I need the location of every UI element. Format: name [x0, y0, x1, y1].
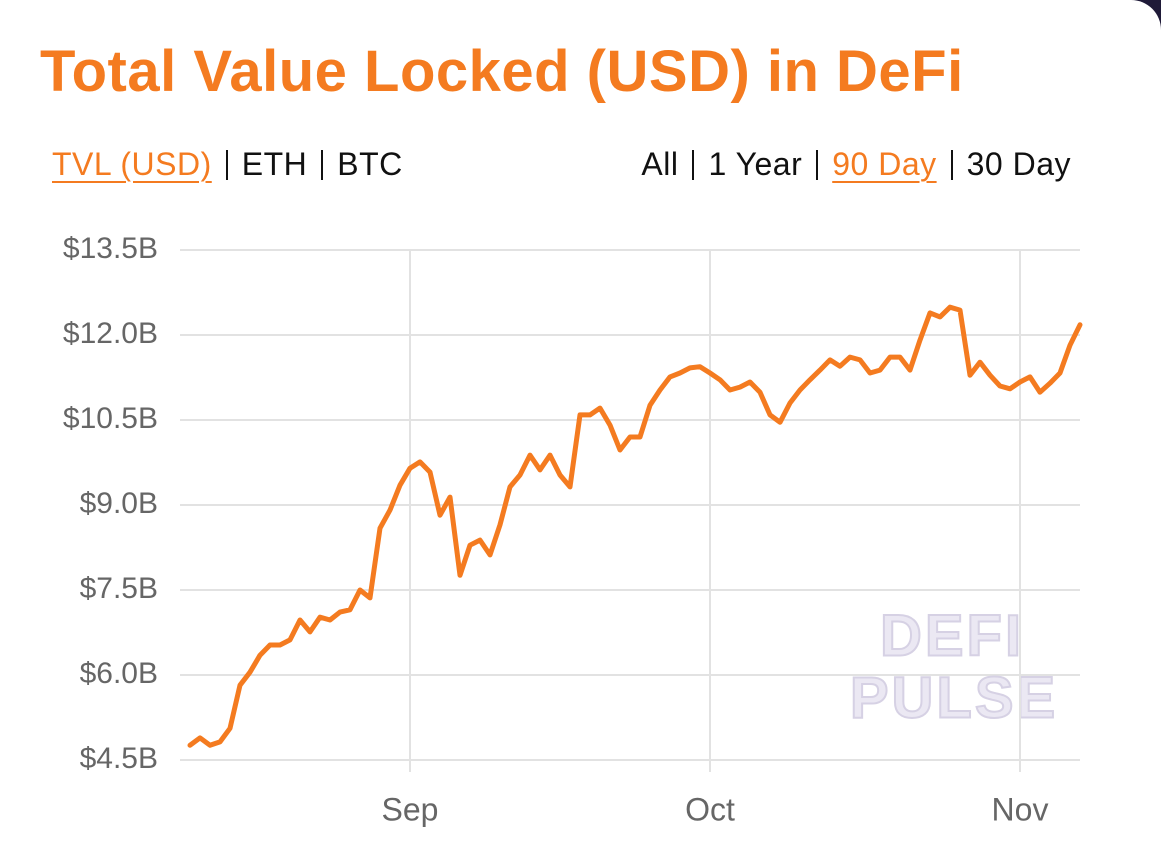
separator	[950, 149, 953, 180]
x-tick-label: Nov	[992, 791, 1049, 827]
separator	[225, 149, 228, 180]
y-tick-label: $13.5B	[63, 232, 158, 265]
y-tick-label: $4.5B	[80, 742, 158, 775]
separator	[816, 149, 819, 180]
metric-toggles: TVL (USD) ETH BTC	[52, 146, 403, 183]
toggle-option[interactable]: All	[641, 146, 679, 182]
y-tick-label: $7.5B	[80, 572, 158, 605]
toggle-option[interactable]: BTC	[337, 146, 403, 182]
toggle-option[interactable]: TVL (USD)	[52, 146, 212, 182]
y-tick-label: $12.0B	[63, 317, 158, 350]
watermark: DEFI	[880, 603, 1024, 668]
toggle-option[interactable]: 1 Year	[708, 146, 803, 182]
y-tick-label: $10.5B	[63, 402, 158, 435]
chart-title: Total Value Locked (USD) in DeFi	[40, 39, 964, 104]
separator	[321, 149, 324, 180]
separator	[692, 149, 695, 180]
x-tick-label: Oct	[685, 791, 735, 827]
toggle-option[interactable]: ETH	[241, 146, 308, 182]
toggle-option[interactable]: 90 Day	[832, 146, 937, 182]
y-tick-label: $6.0B	[80, 657, 158, 690]
watermark: PULSE	[850, 665, 1058, 730]
y-tick-label: $9.0B	[80, 487, 158, 520]
x-tick-label: Sep	[382, 791, 439, 827]
toggle-option[interactable]: 30 Day	[966, 146, 1071, 182]
range-toggles: All 1 Year 90 Day 30 Day	[641, 146, 1071, 183]
line-series	[187, 304, 1083, 748]
